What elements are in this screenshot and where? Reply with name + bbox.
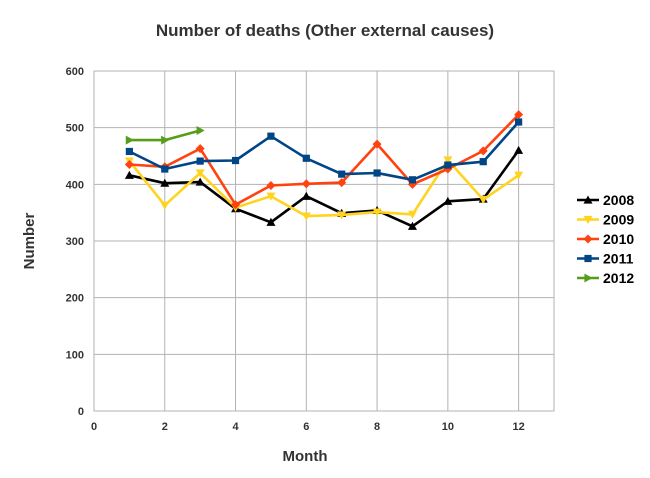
y-tick-label: 300 [66, 236, 84, 248]
data-point-2008 [160, 178, 170, 187]
data-point-2009 [266, 192, 276, 201]
data-point-2011 [196, 157, 204, 165]
data-point-2011 [125, 147, 133, 156]
data-point-2011 [338, 170, 346, 178]
data-point-2012 [161, 135, 170, 145]
data-point-2010 [195, 144, 205, 154]
legend-marker-2011 [584, 254, 592, 263]
data-point-2010 [266, 180, 276, 190]
grid [93, 70, 554, 412]
series-2011 [125, 118, 523, 184]
data-point-2010 [514, 110, 524, 120]
data-point-2010 [478, 146, 488, 156]
x-tick-label: 12 [512, 421, 524, 433]
legend-marker-2010 [583, 234, 593, 244]
data-point-2011 [161, 165, 169, 173]
x-tick-label: 0 [91, 421, 97, 433]
data-point-2009 [372, 208, 382, 217]
y-tick-label: 200 [66, 293, 84, 305]
legend-item-2008: 2008 [577, 192, 634, 208]
legend-label-2010: 2010 [603, 231, 634, 247]
tick-labels: 0 100 200 300 400 500 600 0 2 4 6 8 10 12 [66, 66, 525, 433]
data-point-2009 [337, 211, 347, 220]
y-tick-label: 500 [66, 123, 84, 135]
data-point-2009 [195, 169, 205, 178]
data-point-2008 [443, 196, 453, 205]
data-point-2011 [302, 154, 310, 162]
data-point-2011 [267, 132, 275, 140]
data-point-2009 [407, 210, 417, 219]
data-point-2012 [125, 135, 134, 145]
data-point-2010 [124, 160, 134, 169]
y-axis-label: Number [21, 213, 38, 270]
legend-label-2011: 2011 [603, 251, 634, 267]
series-line-2011 [128, 121, 520, 182]
data-point-2008 [124, 170, 134, 179]
data-point-2008 [195, 177, 205, 186]
x-tick-label: 4 [232, 421, 239, 433]
data-point-2010 [372, 139, 382, 149]
data-point-2011 [479, 158, 487, 166]
legend-item-2009: 2009 [577, 212, 634, 228]
data-point-2009 [514, 171, 524, 180]
legend-label-2012: 2012 [603, 270, 634, 286]
x-tick-label: 10 [442, 421, 454, 433]
data-point-2009 [301, 212, 311, 221]
series-line-2010 [129, 113, 520, 206]
legend-item-2011: 2011 [577, 251, 634, 267]
legend: 2008 2009 2010 2011 2012 [577, 192, 634, 286]
y-tick-label: 600 [66, 66, 84, 78]
legend-marker-2009 [583, 215, 593, 224]
data-point-2009 [160, 201, 170, 210]
data-point-2008 [514, 145, 524, 154]
data-point-2008 [301, 191, 311, 200]
data-point-2011 [231, 156, 240, 165]
chart-title: Number of deaths (Other external causes) [156, 21, 494, 40]
data-point-2011 [515, 118, 523, 126]
data-point-2008 [266, 217, 276, 226]
data-point-2009 [443, 156, 453, 165]
legend-label-2008: 2008 [603, 192, 634, 208]
x-axis-label: Month [283, 448, 328, 465]
data-point-2011 [373, 169, 381, 177]
legend-marker-2008 [583, 195, 593, 204]
series-group [124, 110, 524, 230]
legend-label-2009: 2009 [603, 212, 634, 228]
data-point-2009 [478, 196, 488, 205]
legend-item-2010: 2010 [577, 231, 634, 247]
series-2010 [124, 110, 524, 210]
series-2012 [125, 126, 205, 145]
series-line-2008 [129, 149, 520, 228]
y-tick-label: 400 [66, 179, 84, 191]
legend-marker-2012 [584, 273, 593, 283]
data-point-2008 [407, 221, 417, 230]
data-point-2011 [444, 161, 452, 169]
x-tick-label: 8 [374, 421, 380, 433]
y-tick-label: 0 [78, 406, 84, 418]
plot-area [93, 70, 555, 412]
data-point-2012 [196, 126, 205, 135]
series-line-2009 [128, 158, 520, 218]
data-point-2010 [231, 200, 241, 210]
x-tick-label: 2 [162, 421, 168, 433]
legend-item-2012: 2012 [577, 270, 634, 286]
data-point-2010 [301, 179, 311, 189]
x-tick-label: 6 [303, 421, 309, 433]
y-tick-label: 100 [66, 349, 84, 361]
data-point-2010 [337, 178, 347, 188]
data-point-2011 [408, 176, 417, 184]
